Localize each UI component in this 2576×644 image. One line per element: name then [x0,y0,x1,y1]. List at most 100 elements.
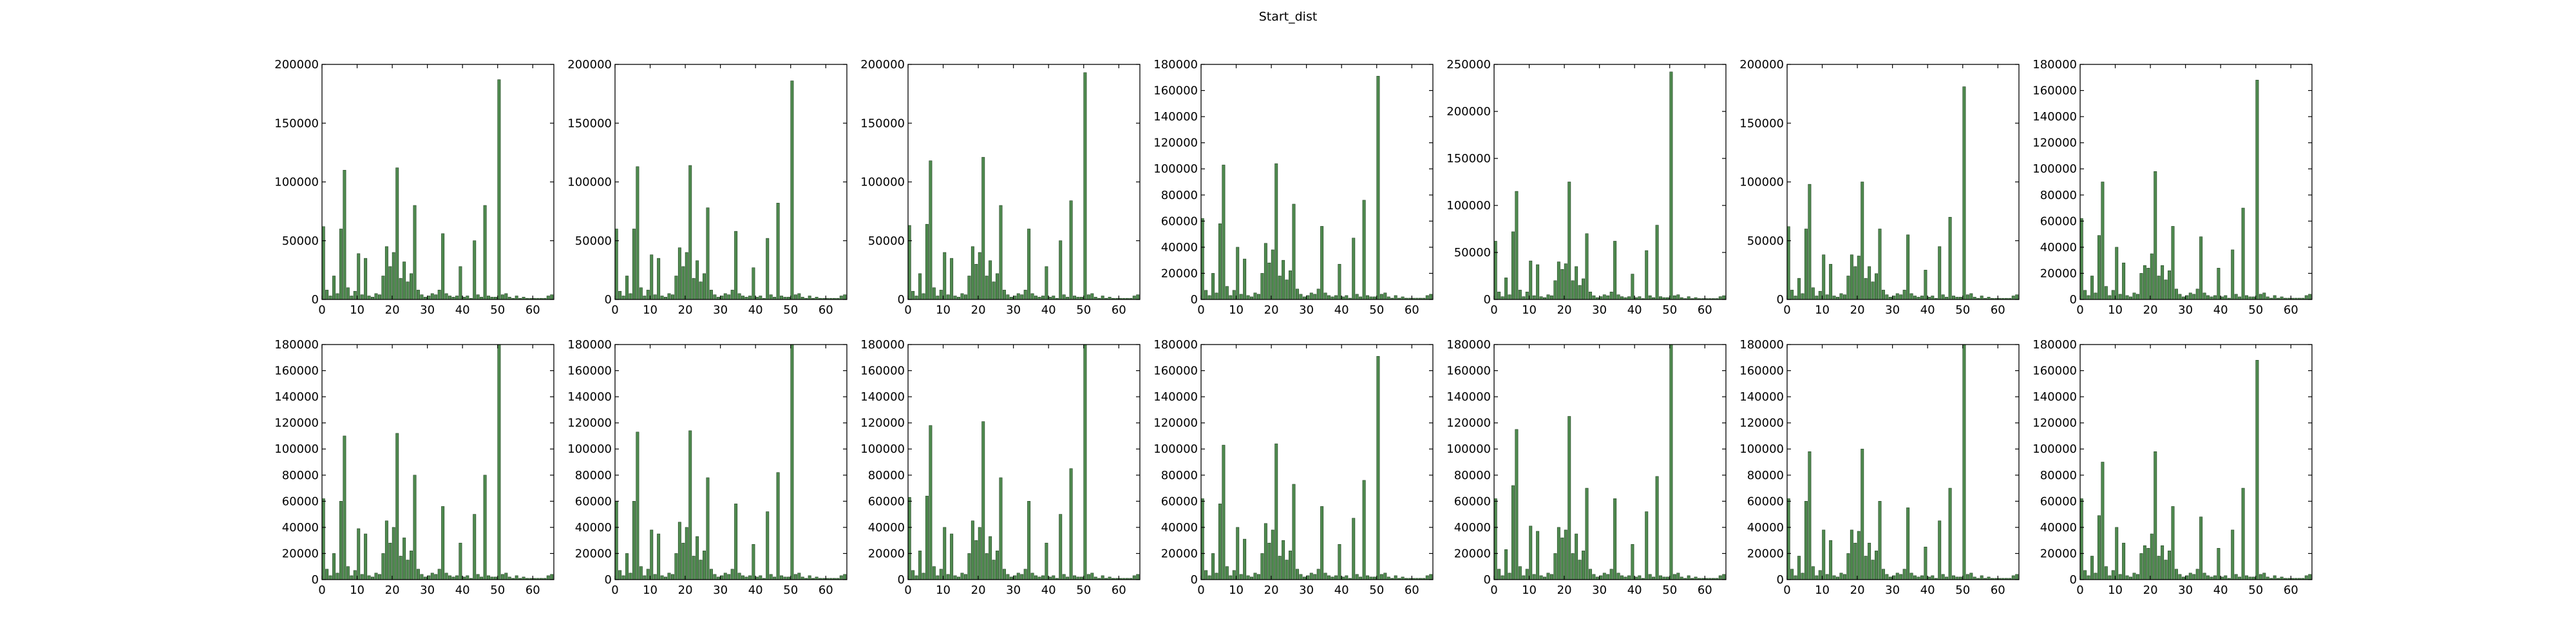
x-tick-label: 60 [1698,583,1712,597]
bar [1599,575,1603,580]
bar [793,574,797,580]
y-tick-label: 80000 [282,469,319,482]
bar [614,501,618,580]
bar [2104,566,2108,580]
bar [1429,574,1433,580]
bar [1575,266,1578,300]
bar [1208,295,1211,300]
x-tick-label: 20 [971,583,986,597]
bar [1722,574,1726,580]
bar [2011,575,2015,580]
bar [939,290,943,300]
bar [1394,575,1397,580]
bar [2192,574,2196,580]
bar [2011,296,2015,300]
y-tick-label: 150000 [860,117,905,130]
bar [1722,295,1726,300]
bar [377,574,381,580]
bar [963,574,967,580]
axes-frame [614,344,848,580]
x-tick-label: 10 [936,583,951,597]
subplot: 0 50000 100000 150000 200000 0 10 20 30 40 50 60 [860,58,1141,317]
bar [709,569,713,580]
bar [614,229,618,300]
bar [1508,573,1511,580]
y-tick-label: 160000 [567,365,612,378]
bar [1299,294,1303,300]
bar [650,254,654,300]
bar [2241,488,2245,580]
y-tick-label: 100000 [860,176,905,189]
bar [907,225,911,300]
bar [737,293,741,300]
bar [639,566,643,580]
bar [2083,290,2087,300]
x-tick-label: 20 [2143,583,2158,597]
bar [2178,294,2182,300]
y-tick-label: 200000 [860,58,905,71]
subplot: 0 20000 40000 60000 80000 100000 120000 140000 1… [1739,338,2020,597]
bar [2143,265,2146,300]
bar [723,573,727,580]
bar [1052,296,1056,300]
bar [381,553,385,580]
bar [1609,292,1613,300]
x-tick-label: 0 [611,583,618,597]
bar [1292,484,1296,580]
bar [497,79,501,300]
bar [1243,538,1247,580]
x-tick-label: 10 [1229,583,1244,597]
bar [618,290,622,300]
bar [1511,485,1515,580]
bar [2164,279,2168,300]
bar [1801,293,1804,300]
y-tick-label: 80000 [2040,469,2077,482]
bar [2304,295,2308,300]
y-tick-label: 120000 [860,417,905,430]
x-tick-label: 40 [1041,303,1056,317]
bar [1101,575,1104,580]
x-tick-label: 50 [1662,303,1677,317]
bar [1320,226,1324,300]
bar [925,223,929,300]
x-tick-label: 10 [643,303,658,317]
bar [914,575,918,580]
bar [1073,575,1077,580]
bar [1525,569,1529,580]
bar [1567,182,1571,300]
y-tick-label: 120000 [1446,417,1491,430]
bar [1215,573,1218,580]
bar [367,296,371,300]
bar [797,573,801,580]
bar [629,573,632,580]
bar [1013,296,1017,300]
bar [1260,273,1264,300]
bar [688,165,692,300]
bar [657,533,661,580]
bar [1086,574,1090,580]
bar [936,575,940,580]
bar [1811,566,1815,580]
x-tick-label: 40 [1920,303,1935,317]
x-tick-label: 0 [611,303,618,317]
bar [1808,451,1812,580]
bar [943,527,947,580]
bar [1316,289,1320,300]
bar [1829,263,1833,300]
bar [343,169,346,300]
x-tick-label: 40 [1920,583,1935,597]
bar [1306,295,1310,300]
x-tick-label: 20 [1850,583,1865,597]
bar [1941,574,1945,580]
bar [1560,269,1564,300]
y-tick-label: 0 [1484,573,1491,587]
axes-frame [321,344,554,580]
y-tick-label: 40000 [1161,241,1198,254]
axes-frame [1786,344,2020,580]
bar [653,294,657,300]
bar [1299,574,1303,580]
bar [360,294,364,300]
y-tick-label: 120000 [2032,137,2077,150]
bar [932,287,936,300]
bar [748,575,752,580]
